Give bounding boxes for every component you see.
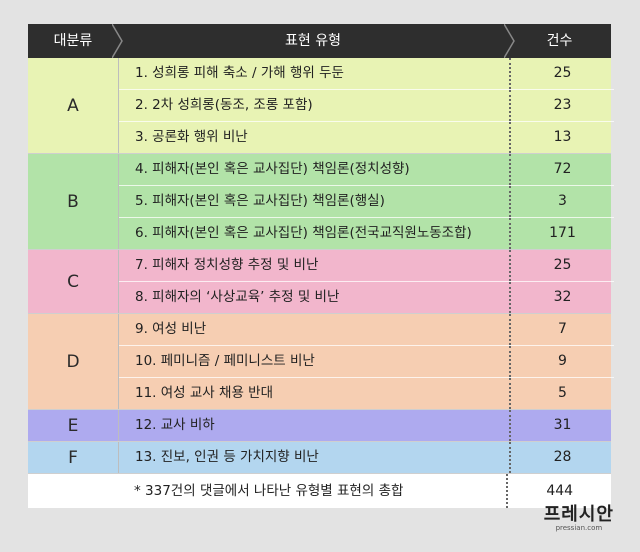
- table-row: 1. 성희롱 피해 축소 / 가해 행위 두둔 25: [119, 58, 614, 89]
- expression-type-label: 6. 피해자(본인 혹은 교사집단) 책임론(전국교직원노동조합): [135, 225, 472, 241]
- count-value: 31: [509, 410, 614, 441]
- count-value: 25: [509, 58, 614, 89]
- count-value: 72: [509, 154, 614, 185]
- category-label: E: [28, 410, 119, 441]
- header-type: 표현 유형: [285, 33, 341, 49]
- table-row: 13. 진보, 인권 등 가치지향 비난 28: [119, 442, 614, 473]
- expression-type-label: 9. 여성 비난: [135, 321, 207, 337]
- count-value: 28: [509, 442, 614, 473]
- expression-type-label: 5. 피해자(본인 혹은 교사집단) 책임론(행실): [135, 193, 385, 209]
- header-divider-chevron-icon: [112, 24, 123, 58]
- table-row: 9. 여성 비난 7: [119, 314, 614, 345]
- header-divider-chevron-icon: [504, 24, 515, 58]
- expression-type-label: 7. 피해자 정치성향 추정 및 비난: [135, 257, 319, 273]
- table-row: 5. 피해자(본인 혹은 교사집단) 책임론(행실) 3: [119, 185, 614, 217]
- expression-type-label: 11. 여성 교사 채용 반대: [135, 385, 273, 401]
- category-group: B 4. 피해자(본인 혹은 교사집단) 책임론(정치성향) 72 5. 피해자(본인…: [28, 154, 614, 250]
- table-row: 6. 피해자(본인 혹은 교사집단) 책임론(전국교직원노동조합) 171: [119, 217, 614, 249]
- count-value: 171: [509, 218, 614, 249]
- expression-type-label: 2. 2차 성희롱(동조, 조롱 포함): [135, 97, 313, 113]
- category-label: B: [28, 154, 119, 249]
- category-label: F: [28, 442, 119, 473]
- category-label: D: [28, 314, 119, 409]
- table-body: A 1. 성희롱 피해 축소 / 가해 행위 두둔 25 2. 2차 성희롱(동조, …: [28, 58, 614, 474]
- header-count: 건수: [546, 33, 573, 49]
- table-header: 대분류 표현 유형 건수: [28, 24, 611, 58]
- expression-type-label: 10. 페미니즘 / 페미니스트 비난: [135, 353, 315, 369]
- expression-type-label: 13. 진보, 인권 등 가치지향 비난: [135, 449, 319, 465]
- count-value: 5: [509, 378, 614, 409]
- category-group: E 12. 교사 비하 31: [28, 410, 611, 442]
- category-group: C 7. 피해자 정치성향 추정 및 비난 25 8. 피해자의 ‘사상교육’ 추정 …: [28, 250, 614, 314]
- category-group: A 1. 성희롱 피해 축소 / 가해 행위 두둔 25 2. 2차 성희롱(동조, …: [28, 58, 614, 154]
- count-value: 9: [509, 346, 614, 377]
- total-row: * 337건의 댓글에서 나타난 유형별 표현의 총합 444: [28, 474, 611, 508]
- count-value: 23: [509, 90, 614, 121]
- table-row: 7. 피해자 정치성향 추정 및 비난 25: [119, 250, 614, 281]
- table-row: 12. 교사 비하 31: [119, 410, 614, 441]
- header-category: 대분류: [53, 33, 93, 49]
- table-row: 11. 여성 교사 채용 반대 5: [119, 377, 614, 409]
- count-value: 32: [509, 282, 614, 313]
- count-value: 7: [509, 314, 614, 345]
- table-row: 2. 2차 성희롱(동조, 조롱 포함) 23: [119, 89, 614, 121]
- category-group: F 13. 진보, 인권 등 가치지향 비난 28: [28, 442, 611, 474]
- table-row: 4. 피해자(본인 혹은 교사집단) 책임론(정치성향) 72: [119, 154, 614, 185]
- expression-type-label: 3. 공론화 행위 비난: [135, 129, 248, 145]
- table-row: 10. 페미니즘 / 페미니스트 비난 9: [119, 345, 614, 377]
- total-label: * 337건의 댓글에서 나타난 유형별 표현의 총합: [134, 483, 404, 499]
- count-value: 3: [509, 186, 614, 217]
- logo-text: 프레시안: [543, 504, 614, 525]
- category-group: D 9. 여성 비난 7 10. 페미니즘 / 페미니스트 비난 9 11. 여성 교사 …: [28, 314, 614, 410]
- expression-type-label: 4. 피해자(본인 혹은 교사집단) 책임론(정치성향): [135, 161, 410, 177]
- category-label: A: [28, 58, 119, 153]
- category-label: C: [28, 250, 119, 313]
- table-row: 8. 피해자의 ‘사상교육’ 추정 및 비난 32: [119, 281, 614, 313]
- count-value: 25: [509, 250, 614, 281]
- expression-type-label: 8. 피해자의 ‘사상교육’ 추정 및 비난: [135, 289, 340, 305]
- count-value: 13: [509, 122, 614, 153]
- table-row: 3. 공론화 행위 비난 13: [119, 121, 614, 153]
- expression-type-label: 12. 교사 비하: [135, 417, 215, 433]
- expression-type-table: 대분류 표현 유형 건수 A 1. 성희롱 피해 축소 / 가해 행위 두둔 25 2…: [28, 24, 614, 508]
- pressian-logo: 프레시안 pressian.com: [544, 506, 614, 533]
- logo-subtext: pressian.com: [555, 524, 603, 532]
- total-count: 444: [506, 474, 611, 508]
- expression-type-label: 1. 성희롱 피해 축소 / 가해 행위 두둔: [135, 65, 344, 81]
